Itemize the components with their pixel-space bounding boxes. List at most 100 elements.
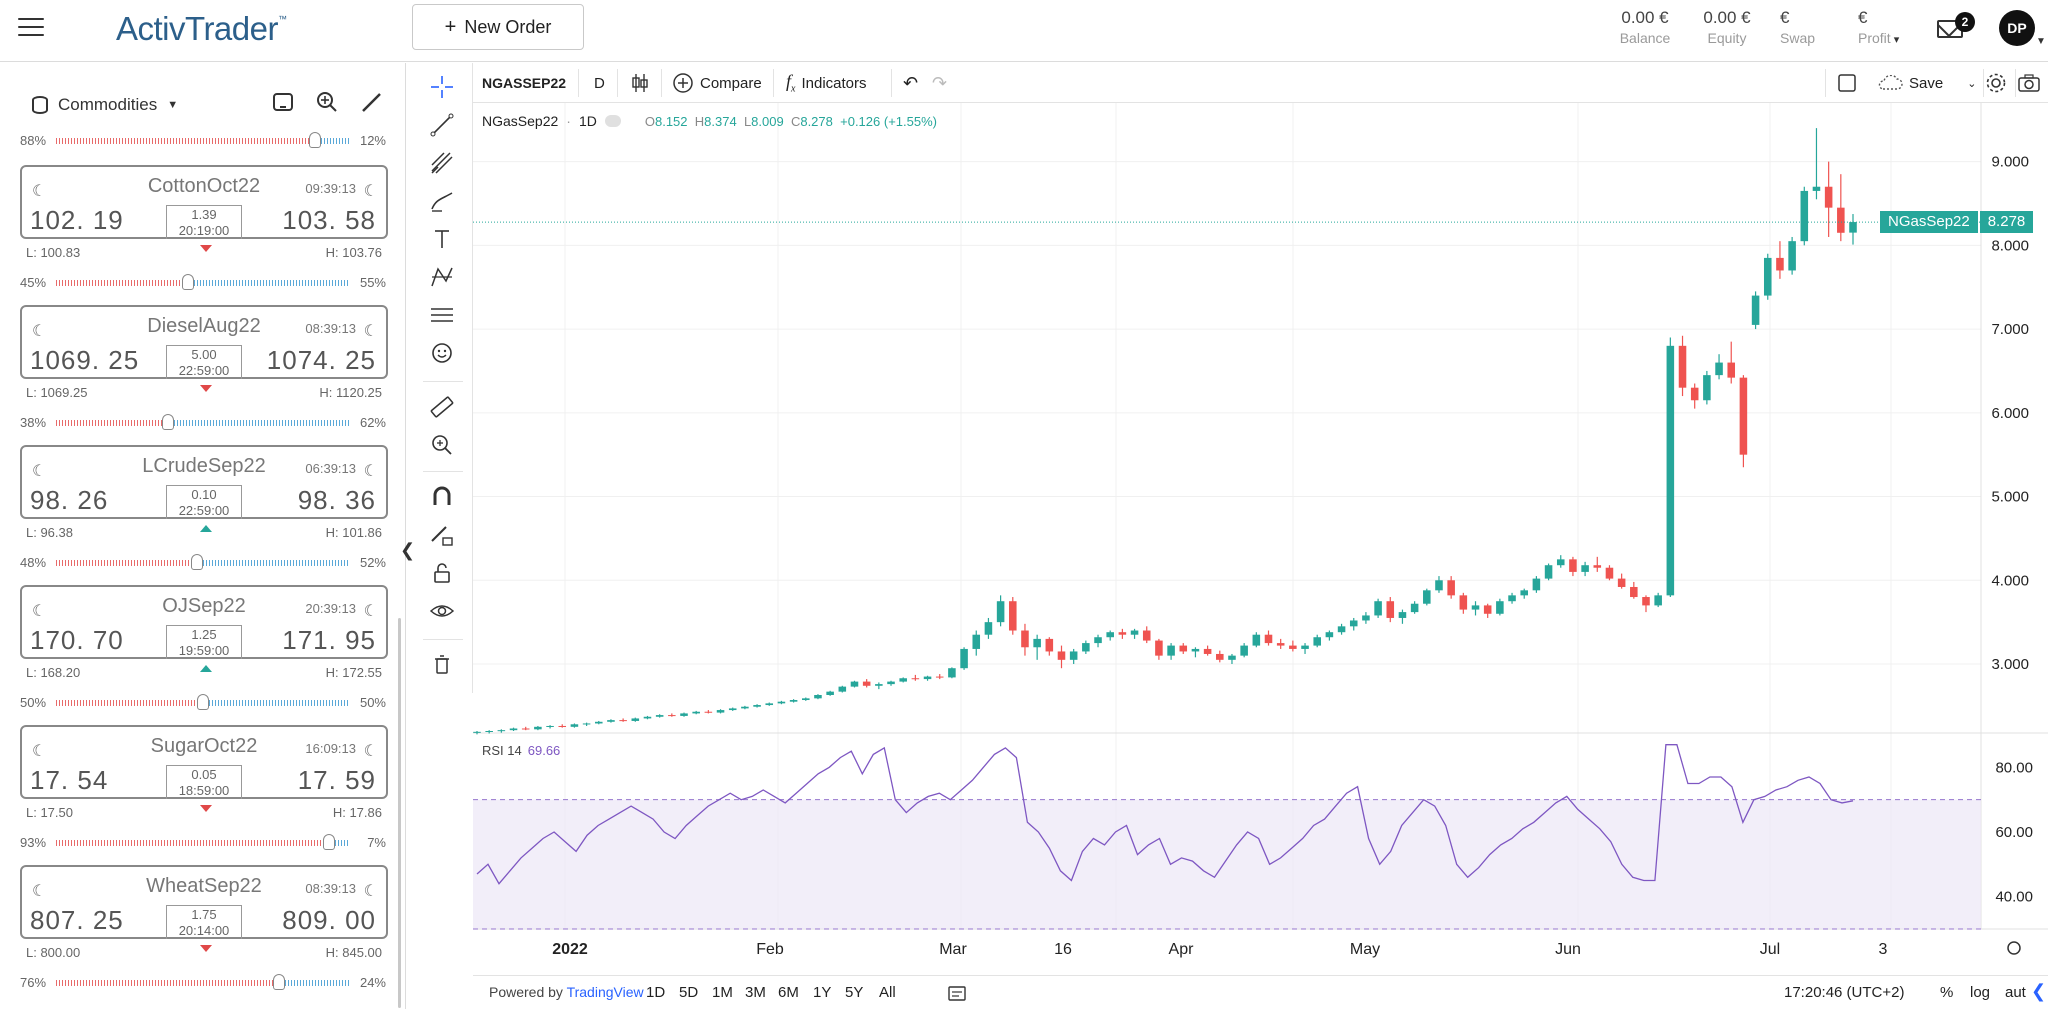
candle bbox=[1739, 377, 1748, 455]
chart-toolbar: NGASSEP22 D Compare fx Indicators ↶ ↷ Sa… bbox=[473, 63, 2048, 103]
indicators-button[interactable]: fx Indicators bbox=[786, 71, 867, 95]
new-order-button[interactable]: + New Order bbox=[412, 4, 584, 50]
redo-icon[interactable]: ↷ bbox=[932, 72, 948, 93]
price-tick-label: 4.000 bbox=[1991, 572, 2029, 589]
range-button[interactable]: 1M bbox=[712, 984, 733, 1001]
log-toggle[interactable]: log bbox=[1970, 984, 1991, 1001]
interval-selector[interactable]: D bbox=[594, 74, 605, 92]
camera-icon[interactable] bbox=[2017, 63, 2041, 103]
menu-icon[interactable] bbox=[18, 18, 44, 38]
ask-price[interactable]: 809. 00 bbox=[282, 905, 376, 935]
instrument-card[interactable]: ☾ CottonOct22 09:39:13 ☾ 102. 19 1.39 20… bbox=[20, 165, 388, 252]
bid-price[interactable]: 170. 70 bbox=[30, 625, 124, 655]
avatar[interactable]: DP bbox=[1999, 10, 2035, 46]
instrument-card[interactable]: ☾ OJSep22 20:39:13 ☾ 170. 70 1.25 19:59:… bbox=[20, 585, 388, 672]
lock-drawing-icon[interactable] bbox=[428, 521, 456, 549]
bid-price[interactable]: 1069. 25 bbox=[30, 345, 140, 375]
collapse-panel-icon[interactable]: ❮ bbox=[400, 540, 416, 560]
lightbulb-icon bbox=[323, 834, 335, 850]
pitchfork-icon[interactable] bbox=[428, 149, 456, 177]
eye-icon[interactable] bbox=[428, 597, 456, 625]
price-chart[interactable]: 9.000 8.000 7.000 6.000 5.000 4.000 3.000 80.00… bbox=[473, 103, 2048, 983]
axis-settings-icon[interactable] bbox=[2007, 941, 2021, 955]
range-button[interactable]: 3M bbox=[745, 984, 766, 1001]
chevron-down-icon[interactable]: ▼ bbox=[2036, 36, 2046, 47]
profit-stat[interactable]: € Profit bbox=[1858, 8, 1912, 46]
ask-price[interactable]: 171. 95 bbox=[282, 625, 376, 655]
candle bbox=[802, 698, 810, 701]
trash-icon[interactable] bbox=[428, 651, 456, 679]
range-button[interactable]: 5D bbox=[679, 984, 699, 1001]
fx-icon: fx bbox=[786, 71, 796, 95]
range-button[interactable]: All bbox=[879, 984, 896, 1001]
clock[interactable]: 17:20:46 (UTC+2) bbox=[1784, 984, 1905, 1001]
candle bbox=[497, 730, 506, 732]
candlestick-chart[interactable]: 9.000 8.000 7.000 6.000 5.000 4.000 3.000 80.00… bbox=[473, 103, 2048, 975]
tablet-icon[interactable] bbox=[272, 91, 294, 113]
trend-line-icon[interactable] bbox=[428, 111, 456, 139]
sentiment-bar: 48% 52% bbox=[20, 554, 386, 570]
bid-price[interactable]: 102. 19 bbox=[30, 205, 124, 235]
pattern-icon[interactable] bbox=[428, 263, 456, 291]
candle bbox=[680, 713, 688, 716]
candle bbox=[655, 715, 664, 717]
candle bbox=[1569, 559, 1577, 572]
candle bbox=[1082, 643, 1090, 652]
range-button[interactable]: 5Y bbox=[845, 984, 864, 1001]
moon-icon: ☾ bbox=[32, 463, 47, 480]
instrument-card[interactable]: ☾ WheatSep22 08:39:13 ☾ 807. 25 1.75 20:… bbox=[20, 865, 388, 952]
bid-price[interactable]: 17. 54 bbox=[30, 765, 109, 795]
prediction-icon[interactable] bbox=[428, 301, 456, 329]
pen-icon[interactable] bbox=[360, 91, 382, 113]
bid-price[interactable]: 807. 25 bbox=[30, 905, 124, 935]
candle bbox=[643, 716, 652, 719]
candle bbox=[1155, 640, 1163, 656]
zoom-in-icon[interactable] bbox=[316, 91, 338, 113]
candle bbox=[546, 725, 554, 727]
magnet-icon[interactable] bbox=[428, 483, 456, 511]
symbol-search[interactable]: NGASSEP22 bbox=[482, 75, 567, 91]
tradingview-link[interactable]: TradingView bbox=[566, 984, 644, 1000]
ask-price[interactable]: 98. 36 bbox=[297, 485, 376, 515]
text-icon[interactable] bbox=[428, 225, 456, 253]
collapse-chevron-icon[interactable]: ❮ bbox=[2031, 981, 2047, 1001]
range-button[interactable]: 1Y bbox=[813, 984, 832, 1001]
instrument-card[interactable]: ☾ LCrudeSep22 06:39:13 ☾ 98. 26 0.10 22:… bbox=[20, 445, 388, 532]
save-button[interactable]: Save ⌄ bbox=[1877, 63, 1976, 103]
brush-icon[interactable] bbox=[428, 187, 456, 215]
price-tick-label: 7.000 bbox=[1991, 321, 2029, 338]
auto-toggle[interactable]: aut bbox=[2005, 984, 2026, 1001]
hide-series-icon[interactable] bbox=[604, 115, 621, 127]
bid-price[interactable]: 98. 26 bbox=[30, 485, 109, 515]
sentiment-bar: 38% 62% bbox=[20, 414, 386, 430]
candle bbox=[1763, 257, 1772, 296]
date-range-icon[interactable] bbox=[947, 984, 967, 1006]
zoom-in-icon[interactable] bbox=[428, 431, 456, 459]
watchlist-scrollbar[interactable] bbox=[398, 618, 401, 1008]
lightbulb-icon bbox=[182, 274, 194, 290]
crosshair-icon[interactable] bbox=[428, 73, 456, 101]
undo-icon[interactable]: ↶ bbox=[903, 72, 919, 93]
category-selector[interactable]: Commodities ▼ bbox=[32, 93, 178, 117]
range-button[interactable]: 1D bbox=[646, 984, 666, 1001]
chart-type-button[interactable] bbox=[631, 63, 649, 103]
emoji-icon[interactable] bbox=[428, 339, 456, 367]
range-button[interactable]: 6M bbox=[778, 984, 799, 1001]
candle bbox=[996, 601, 1005, 623]
ask-price[interactable]: 103. 58 bbox=[282, 205, 376, 235]
instrument-card[interactable]: ☾ DieselAug22 08:39:13 ☾ 1069. 25 5.00 2… bbox=[20, 305, 388, 392]
candle bbox=[1167, 645, 1175, 656]
unlock-icon[interactable] bbox=[428, 559, 456, 587]
candle bbox=[728, 708, 737, 711]
settings-icon[interactable] bbox=[1985, 63, 2007, 103]
instrument-card[interactable]: ☾ SugarOct22 16:09:13 ☾ 17. 54 0.05 18:5… bbox=[20, 725, 388, 812]
ask-price[interactable]: 1074. 25 bbox=[266, 345, 376, 375]
percent-toggle[interactable]: % bbox=[1940, 984, 1954, 1001]
fullscreen-icon[interactable] bbox=[1837, 63, 1857, 103]
ruler-icon[interactable] bbox=[428, 393, 456, 421]
compare-button[interactable]: Compare bbox=[672, 63, 762, 103]
candle bbox=[1106, 632, 1114, 638]
chevron-down-icon: ▼ bbox=[167, 99, 179, 111]
activtrader-logo[interactable]: ActivTrader™ bbox=[116, 10, 287, 47]
ask-price[interactable]: 17. 59 bbox=[297, 765, 376, 795]
